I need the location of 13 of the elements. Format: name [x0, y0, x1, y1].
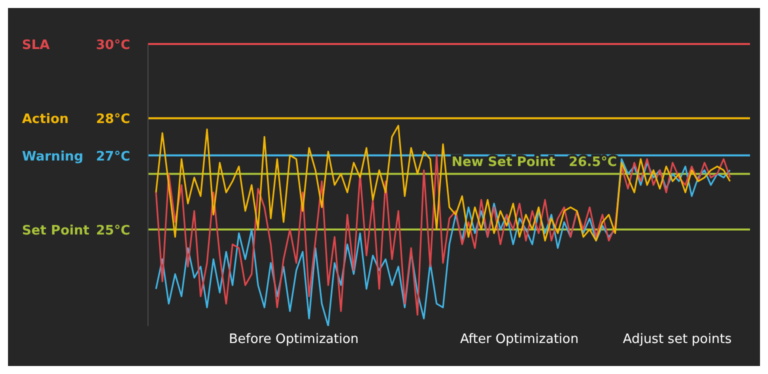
- y-tick-label: 30°C: [96, 38, 130, 53]
- y-tick-label: 25°C: [96, 224, 130, 239]
- y-tick-label: 27°C: [96, 149, 130, 164]
- text: Adjust set points: [622, 332, 732, 347]
- y-tick-label: 28°C: [96, 112, 130, 128]
- ref-line-label: Set Point: [22, 224, 90, 239]
- text: After Optimization: [460, 332, 579, 347]
- ref-line-label: SLA: [22, 38, 50, 53]
- line-series: [155, 124, 731, 242]
- ref-line-label: New Set Point 26.5°C: [452, 154, 617, 170]
- ref-line-label: Warning: [22, 149, 84, 164]
- ref-line-label: Action: [22, 112, 69, 128]
- text: Before Optimization: [228, 332, 359, 347]
